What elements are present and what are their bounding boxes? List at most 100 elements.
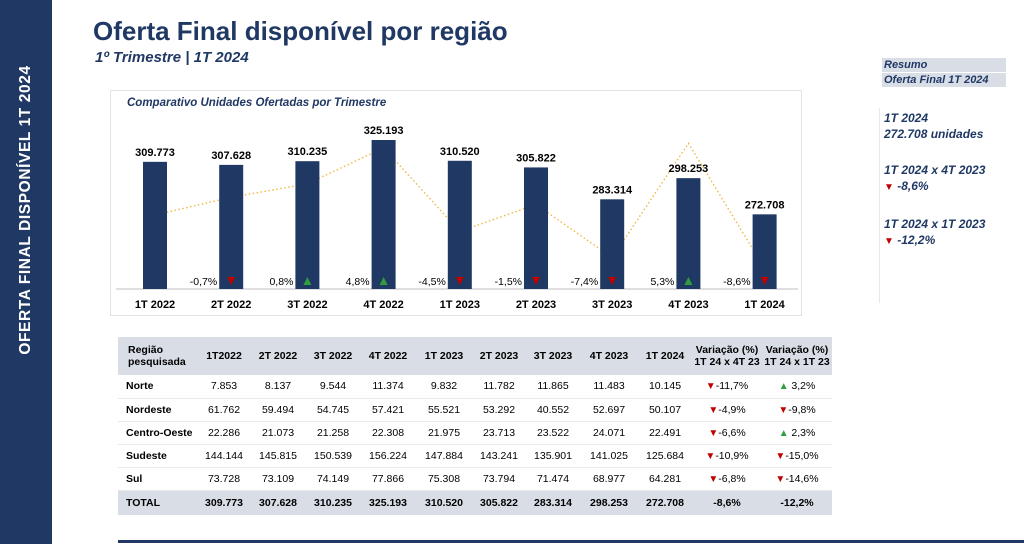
region-name: Sul xyxy=(118,467,198,491)
chart-title: Comparativo Unidades Ofertadas por Trime… xyxy=(127,97,387,109)
table-cell: 10.145 xyxy=(638,375,692,399)
variation-qoq: ▼-4,9% xyxy=(692,398,762,422)
table-cell: 75.308 xyxy=(416,467,472,491)
summary-head-resumo: Resumo xyxy=(882,58,1006,72)
table-cell: 156.224 xyxy=(360,444,416,468)
up-triangle-icon: ▲ xyxy=(778,427,792,439)
variation-yoy: ▲ 3,2% xyxy=(762,375,832,399)
table-cell: 22.491 xyxy=(638,421,692,445)
table-cell: 309.773 xyxy=(198,490,250,515)
summary-divider xyxy=(879,108,880,303)
down-triangle-icon xyxy=(532,277,540,285)
table-cell: 50.107 xyxy=(638,398,692,422)
table-cell: 23.522 xyxy=(526,421,580,445)
side-band: OFERTA FINAL DISPONÍVEL 1T 2024 xyxy=(0,0,52,544)
x-tick-label: 2T 2022 xyxy=(211,299,251,311)
table-cell: 145.815 xyxy=(250,444,306,468)
table-cell: 55.521 xyxy=(416,398,472,422)
bar-value-label: 307.628 xyxy=(211,150,251,162)
x-tick-label: 4T 2022 xyxy=(363,299,403,311)
bar-value-label: 272.708 xyxy=(745,199,785,211)
table-cell: 77.866 xyxy=(360,467,416,491)
table-cell: 11.865 xyxy=(526,375,580,399)
table-row: Nordeste 61.762 59.494 54.745 57.421 55.521 53… xyxy=(118,398,832,422)
bar-1t-2022 xyxy=(143,161,167,289)
down-triangle-icon: ▼ xyxy=(884,182,894,193)
bar-4t-2022 xyxy=(371,140,396,289)
summary-qoq-value: -8,6% xyxy=(897,179,929,193)
summary-body: 1T 2024 272.708 unidades 1T 2024 x 4T 20… xyxy=(884,110,985,270)
table-cell: 74.149 xyxy=(306,467,360,491)
table-cell: 310.235 xyxy=(306,490,360,515)
header-col: 3T 2022 xyxy=(306,337,360,375)
x-tick-label: 1T 2024 xyxy=(744,299,785,311)
table-cell: 147.884 xyxy=(416,444,472,468)
table-row: Centro-Oeste 22.286 21.073 21.258 22.308 21.9… xyxy=(118,421,832,445)
bar-1t-2024 xyxy=(752,214,777,289)
variation-label: -8,6% xyxy=(723,276,750,288)
variation-label: -7,4% xyxy=(571,276,598,288)
summary-period: 1T 2024 xyxy=(884,111,929,125)
down-triangle-icon: ▼ xyxy=(775,473,786,485)
down-triangle-icon: ▼ xyxy=(775,450,786,462)
header-col: 2T 2022 xyxy=(250,337,306,375)
table-cell: 325.193 xyxy=(360,490,416,515)
header-region: Região pesquisada xyxy=(118,337,198,375)
table-cell: 64.281 xyxy=(638,467,692,491)
table-cell: 22.308 xyxy=(360,421,416,445)
table-cell: 68.977 xyxy=(580,467,638,491)
bar-value-label: 298.253 xyxy=(669,163,709,175)
x-tick-label: 1T 2023 xyxy=(440,299,480,311)
variation-yoy: ▼-14,6% xyxy=(762,467,832,491)
variation-qoq: ▼-6,8% xyxy=(692,467,762,491)
down-triangle-icon xyxy=(608,277,617,285)
down-triangle-icon: ▼ xyxy=(705,450,716,462)
variation-yoy: ▲ 2,3% xyxy=(762,421,832,445)
x-tick-label: 3T 2022 xyxy=(287,299,327,311)
table-cell: 73.794 xyxy=(472,467,526,491)
header-col: 4T 2022 xyxy=(360,337,416,375)
table-cell: 11.483 xyxy=(580,375,638,399)
bar-4t-2023 xyxy=(676,178,701,289)
table-cell: 9.832 xyxy=(416,375,472,399)
region-name: TOTAL xyxy=(118,490,198,515)
table-cell: 23.713 xyxy=(472,421,526,445)
bar-1t-2023 xyxy=(447,160,472,289)
bar-value-label: 310.520 xyxy=(440,146,480,158)
header-col: 1T 2023 xyxy=(416,337,472,375)
summary-qoq-label: 1T 2024 x 4T 2023 xyxy=(884,163,986,177)
variation-label: -0,7% xyxy=(190,276,217,288)
bar-value-label: 325.193 xyxy=(364,125,404,137)
table-cell: 24.071 xyxy=(580,421,638,445)
table-cell: 144.144 xyxy=(198,444,250,468)
x-tick-label: 1T 2022 xyxy=(135,299,175,311)
table-cell: 21.258 xyxy=(306,421,360,445)
down-triangle-icon: ▼ xyxy=(705,381,716,393)
table-cell: 283.314 xyxy=(526,490,580,515)
total-row: TOTAL 309.773 307.628 310.235 325.193 310.520… xyxy=(118,490,832,515)
table-cell: 143.241 xyxy=(472,444,526,468)
variation-yoy: -12,2% xyxy=(762,490,832,515)
summary-block-yoy: 1T 2024 x 1T 2023 ▼ -12,2% xyxy=(884,216,985,250)
bar-value-label: 309.773 xyxy=(135,147,175,159)
down-triangle-icon xyxy=(760,277,769,285)
header-col: Variação (%) 1T 24 x 4T 23 xyxy=(692,337,762,375)
up-triangle-icon xyxy=(303,277,312,285)
down-triangle-icon: ▼ xyxy=(884,236,894,247)
down-triangle-icon: ▼ xyxy=(708,404,719,416)
table-cell: 135.901 xyxy=(526,444,580,468)
table-cell: 11.782 xyxy=(472,375,526,399)
variation-label: 0,8% xyxy=(269,276,293,288)
variation-label: 4,8% xyxy=(346,276,370,288)
header-col: 4T 2023 xyxy=(580,337,638,375)
summary-header: Resumo Oferta Final 1T 2024 xyxy=(882,58,1006,88)
bar-value-label: 305.822 xyxy=(516,152,556,164)
table-cell: 73.109 xyxy=(250,467,306,491)
chart-svg: 309.773 1T 2022 307.628 2T 2022 -0,7% 310.235… xyxy=(116,125,798,311)
bottom-rule xyxy=(118,540,1024,543)
table-cell: 52.697 xyxy=(580,398,638,422)
table-cell: 9.544 xyxy=(306,375,360,399)
variation-yoy: ▼-15,0% xyxy=(762,444,832,468)
variation-yoy: ▼-9,8% xyxy=(762,398,832,422)
